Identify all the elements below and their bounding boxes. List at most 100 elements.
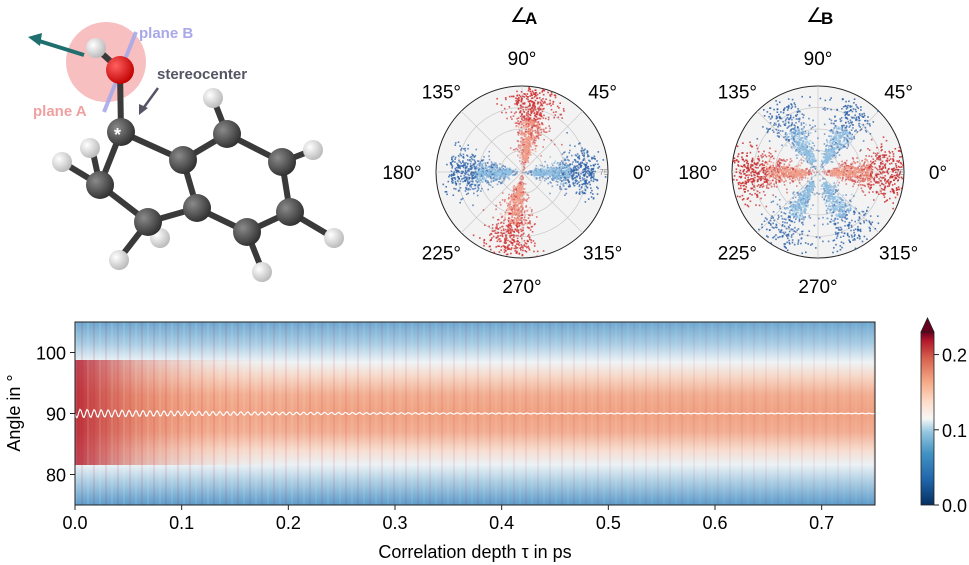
- polar-core-point-1-s0: [844, 174, 847, 176]
- polar-core-point-0-s1: [546, 167, 548, 169]
- polar-point-0-s1: [460, 149, 462, 151]
- polar-core-point-0-s0: [521, 126, 524, 129]
- polar-point-1-s0: [732, 178, 735, 181]
- polar-point-0-s0: [513, 188, 516, 191]
- polar-core-point-0-s0: [514, 206, 516, 209]
- polar-point-1-s0: [899, 161, 902, 164]
- polar-core-point-1-s0: [849, 176, 851, 179]
- polar-point-1-s0: [761, 156, 763, 159]
- polar-core-point-0-s0: [522, 146, 525, 149]
- polar-point-1-s1: [826, 139, 828, 141]
- polar-point-1-s0: [737, 165, 740, 167]
- polar-point-0-s0: [523, 162, 525, 165]
- polar-point-0-s0: [524, 115, 526, 118]
- polar-point-0-s1: [480, 179, 482, 181]
- polar-point-1-s0: [739, 195, 741, 198]
- polar-point-0-s0: [520, 181, 523, 183]
- polar-point-0-s0: [550, 104, 552, 107]
- polar-point-1-s0: [746, 198, 749, 200]
- polar-point-0-s0: [515, 189, 518, 191]
- polar-core-point-0-s0: [526, 140, 529, 143]
- polar-core-point-0-s0: [533, 135, 535, 138]
- polar-point-1-s0: [800, 159, 803, 161]
- polar-point-0-s0: [510, 247, 513, 249]
- polar-point-0-s1: [455, 166, 458, 169]
- polar-core-point-0-s1: [556, 162, 558, 165]
- polar-point-0-s0: [535, 111, 538, 113]
- polar-point-0-s1: [465, 186, 467, 189]
- polar-core-point-0-s0: [521, 187, 524, 190]
- polar-point-1-s0: [878, 158, 880, 161]
- polar-core-point-0-s0: [519, 192, 522, 195]
- polar-point-0-s0: [503, 251, 506, 254]
- polar-core-point-1-s0: [772, 167, 775, 169]
- polar-core-point-0-s0: [524, 121, 526, 123]
- polar-point-1-s0: [751, 158, 754, 161]
- polar-point-0-s1: [469, 188, 471, 191]
- polar-point-0-s1: [572, 166, 575, 169]
- polar-core-point-0-s1: [551, 162, 553, 165]
- polar-core-point-1-s0: [848, 172, 851, 174]
- polar-point-0-s0: [495, 223, 498, 226]
- polar-point-0-s1: [563, 176, 566, 179]
- polar-point-0-s0: [497, 228, 500, 230]
- polar-point-0-s1: [464, 164, 467, 167]
- polar-point-1-s0: [873, 176, 876, 179]
- polar-point-0-s0: [527, 194, 529, 197]
- polar-core-point-0-s0: [517, 202, 520, 204]
- polar-point-1-s0: [889, 177, 891, 179]
- polar-point-1-s0: [871, 166, 874, 168]
- polar-core-point-0-s1: [500, 169, 502, 172]
- polar-point-1-s0: [732, 160, 735, 162]
- polar-point-1-s0: [752, 180, 755, 183]
- polar-core-point-0-s0: [524, 148, 526, 150]
- polar-point-0-s0: [541, 122, 543, 124]
- polar-point-0-s0: [519, 111, 521, 113]
- polar-point-0-s1: [473, 156, 475, 158]
- polar-core-point-0-s0: [508, 205, 510, 207]
- polar-core-point-1-s0: [868, 164, 871, 167]
- polar-point-0-s1: [563, 151, 565, 154]
- polar-point-1-s1: [821, 166, 824, 169]
- polar-point-1-s0: [740, 184, 742, 187]
- polar-core-point-0-s1: [479, 170, 481, 173]
- polar-point-1-s0: [755, 144, 758, 147]
- polar-point-0-s1: [584, 166, 587, 168]
- polar-core-point-1-s0: [860, 171, 862, 174]
- polar-core-point-0-s0: [524, 134, 527, 137]
- polar-core-point-0-s0: [509, 197, 511, 199]
- polar-point-1-s0: [869, 165, 872, 168]
- polar-point-1-s0: [741, 165, 744, 168]
- polar-point-0-s0: [501, 233, 503, 235]
- polar-core-point-0-s0: [524, 218, 526, 221]
- polar-core-point-1-s0: [836, 174, 838, 177]
- polar-core-point-0-s1: [533, 172, 536, 175]
- polar-point-0-s1: [568, 173, 571, 176]
- polar-point-0-s1: [471, 188, 474, 190]
- polar-point-1-s0: [863, 168, 865, 170]
- polar-point-0-s0: [532, 125, 535, 127]
- polar-core-point-0-s1: [489, 172, 492, 175]
- polar-point-0-s0: [537, 136, 539, 139]
- polar-point-1-s0: [789, 158, 792, 160]
- polar-point-1-s0: [870, 155, 873, 158]
- polar-point-0-s0: [497, 218, 500, 221]
- polar-point-0-s1: [462, 165, 465, 167]
- polar-core-point-1-s0: [786, 175, 788, 177]
- polar-core-point-0-s0: [529, 122, 531, 125]
- polar-core-point-0-s1: [564, 172, 566, 175]
- polar-point-1-s0: [903, 185, 904, 188]
- polar-core-point-0-s0: [530, 122, 532, 125]
- polar-point-0-s0: [523, 166, 525, 168]
- polar-point-0-s0: [527, 217, 530, 219]
- polar-core-point-0-s0: [518, 199, 521, 201]
- polar-point-0-s1: [534, 167, 537, 170]
- polar-core-point-1-s0: [867, 170, 870, 173]
- polar-core-point-1-s0: [770, 161, 773, 163]
- polar-point-1-s0: [880, 179, 882, 182]
- polar-core-point-1-s0: [785, 179, 787, 182]
- polar-point-0-s1: [463, 164, 465, 166]
- polar-core-point-0-s0: [526, 146, 529, 148]
- polar-point-0-s1: [515, 168, 517, 171]
- polar-core-point-1-s0: [870, 176, 873, 179]
